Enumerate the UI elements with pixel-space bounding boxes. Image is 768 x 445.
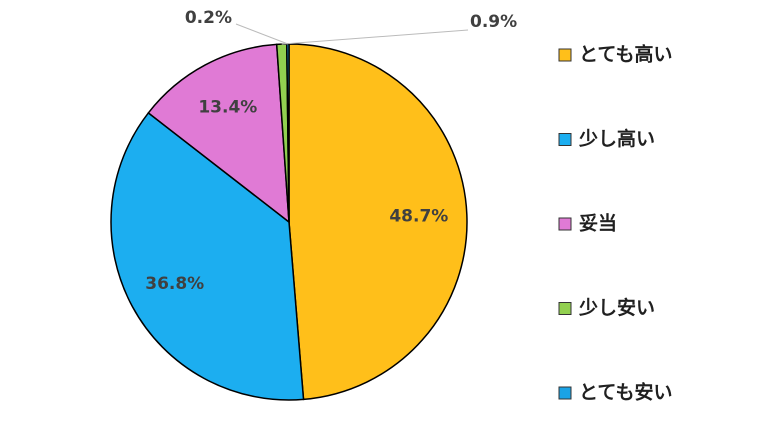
legend-swatch	[558, 302, 572, 315]
legend-swatch	[558, 133, 572, 146]
data-label: 13.4%	[198, 97, 257, 117]
legend-label: 少し高い	[578, 127, 655, 150]
pie-slice	[288, 43, 468, 401]
pie-slice	[110, 111, 305, 401]
data-label: 36.8%	[145, 274, 204, 294]
legend-swatch	[558, 386, 572, 400]
legend-label: とても高い	[579, 43, 672, 66]
data-label: 0.2%	[185, 8, 232, 28]
leader-line	[235, 23, 289, 45]
data-label: 48.7%	[389, 207, 448, 227]
pie-slice	[147, 43, 290, 224]
data-label: 0.9%	[470, 12, 517, 32]
legend-label: 妥当	[579, 212, 617, 235]
legend-swatch	[558, 217, 572, 231]
legend-label: 少し安い	[578, 296, 655, 319]
legend-swatch	[558, 48, 572, 62]
leader-line	[281, 29, 469, 45]
legend-label: とても安い	[579, 381, 672, 404]
